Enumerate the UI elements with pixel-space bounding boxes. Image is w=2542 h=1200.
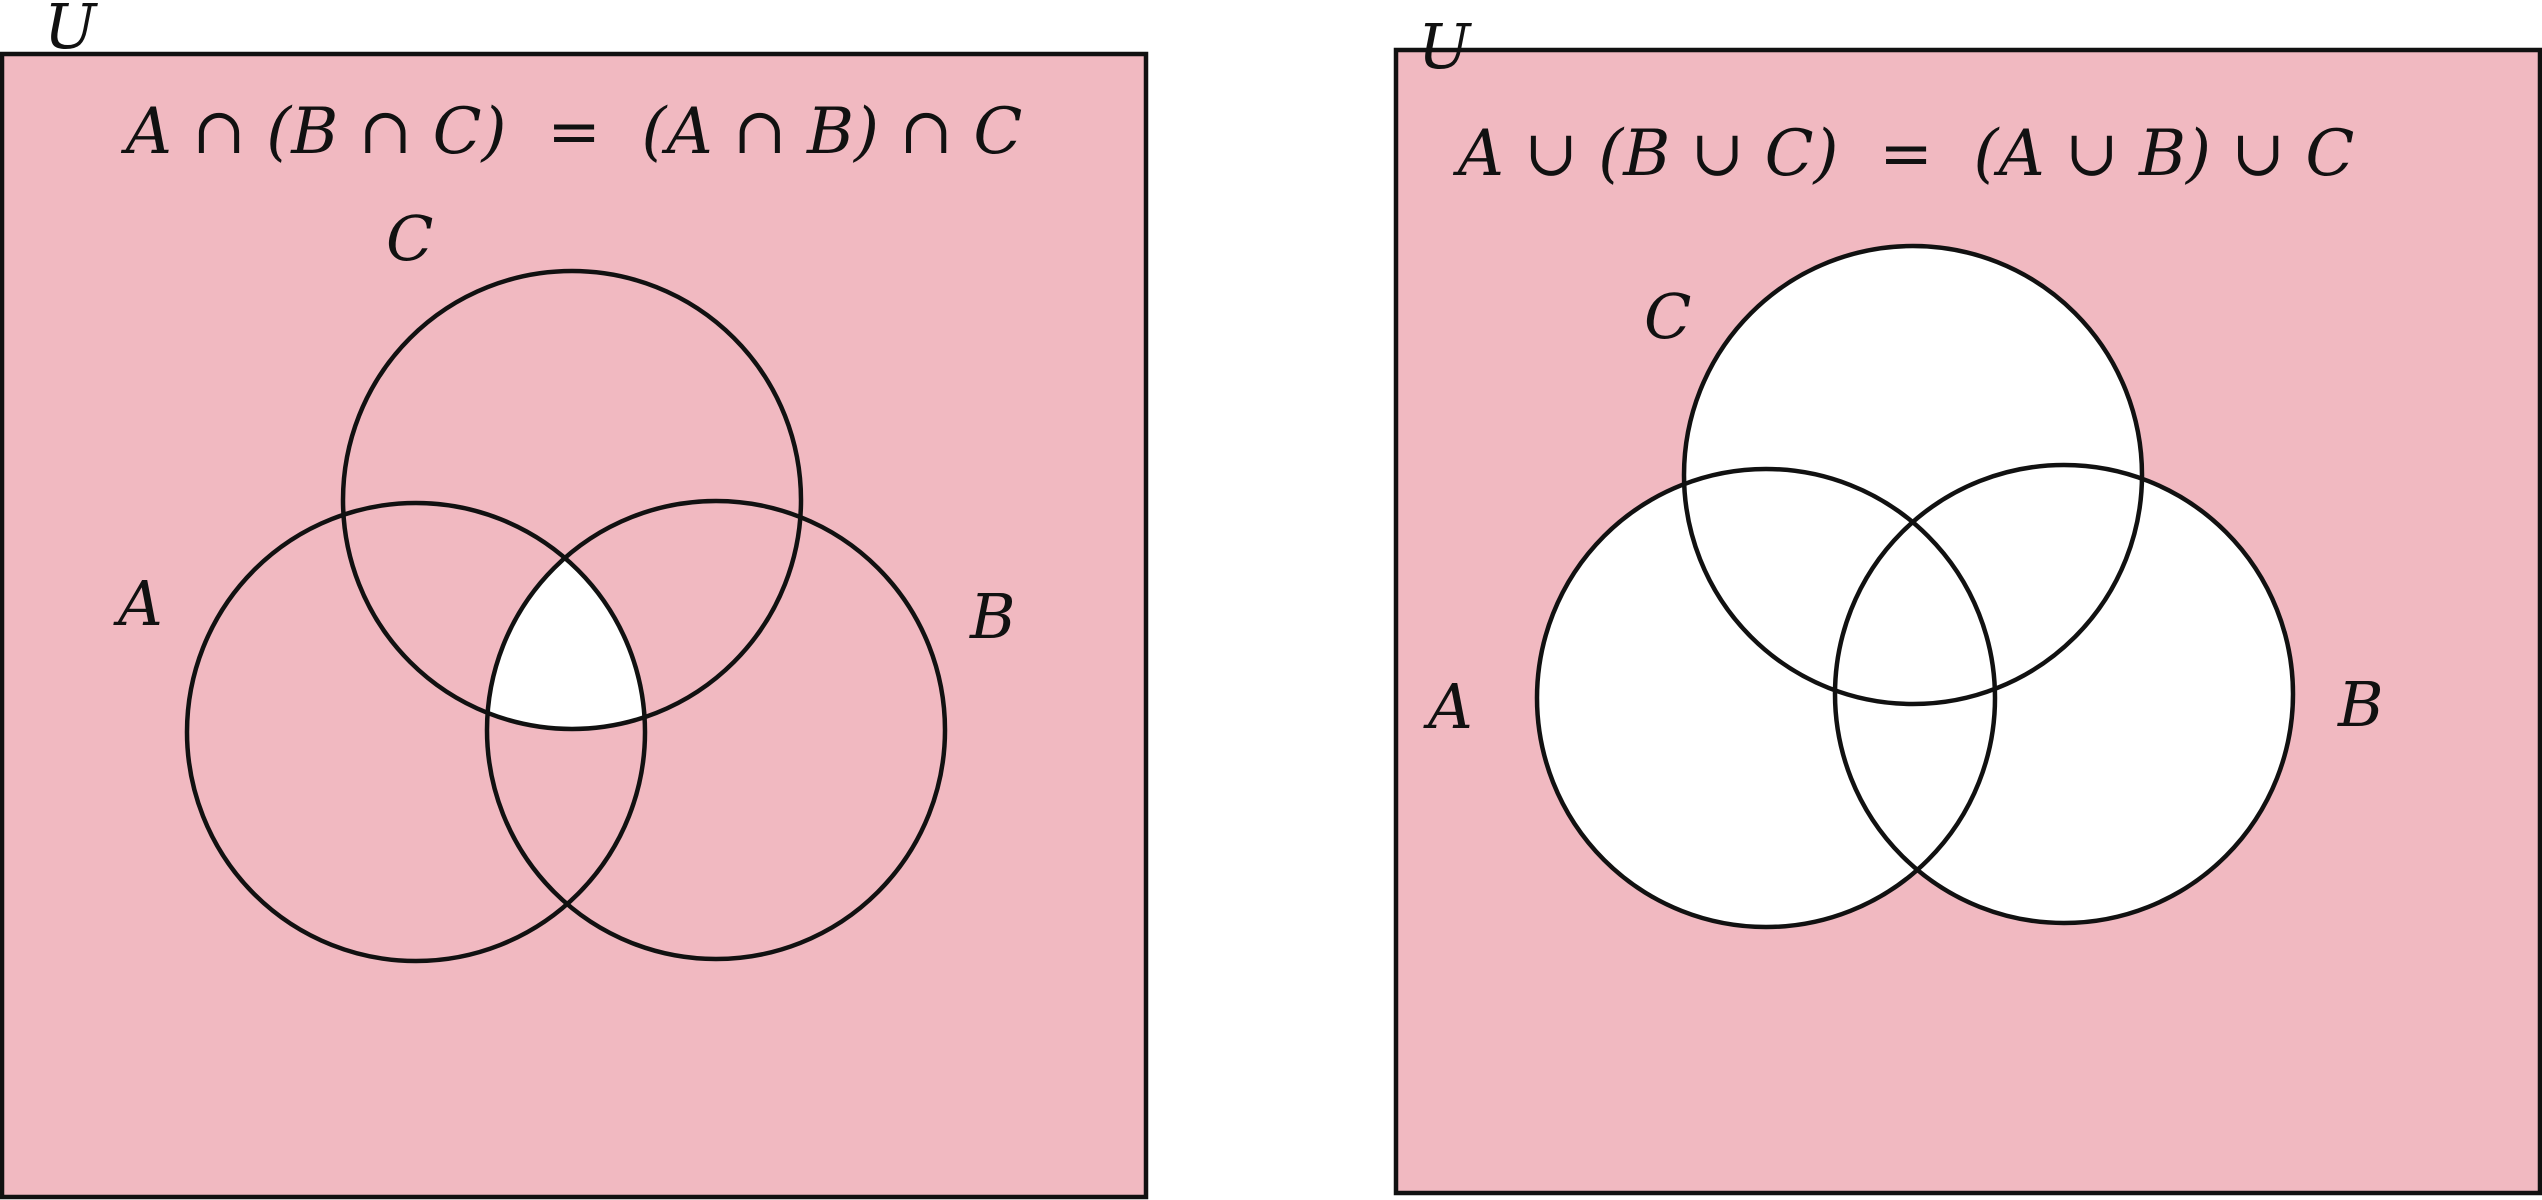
circle-c-right xyxy=(1681,243,2145,707)
set-c-label-right: C xyxy=(1644,280,1691,353)
set-c-label-left: C xyxy=(386,202,433,275)
set-a-label-right: A xyxy=(1423,670,1473,743)
set-b-label-right: B xyxy=(2337,668,2384,741)
formula-right: A ∪ (B ∪ C) = (A ∪ B) ∪ C xyxy=(1453,117,2355,191)
union-diagram: U A ∪ (B ∪ C) = (A ∪ B) ∪ C C A B xyxy=(1393,10,2542,1196)
set-a-label-left: A xyxy=(113,567,163,640)
universe-label-right: U xyxy=(1418,10,1472,83)
formula-left: A ∩ (B ∩ C) = (A ∩ B) ∩ C xyxy=(121,95,1023,169)
intersection-diagram: U A ∩ (B ∩ C) = (A ∩ B) ∩ C C A B xyxy=(0,0,1149,1200)
set-b-label-left: B xyxy=(969,580,1016,653)
circle-a-left xyxy=(184,500,648,964)
universe-label-left: U xyxy=(44,0,98,63)
circle-a-right xyxy=(1534,466,1998,930)
circle-c-left xyxy=(340,268,804,732)
circle-b-right xyxy=(1832,462,2296,926)
union-region xyxy=(1537,246,2293,927)
circle-b-left xyxy=(484,498,948,962)
